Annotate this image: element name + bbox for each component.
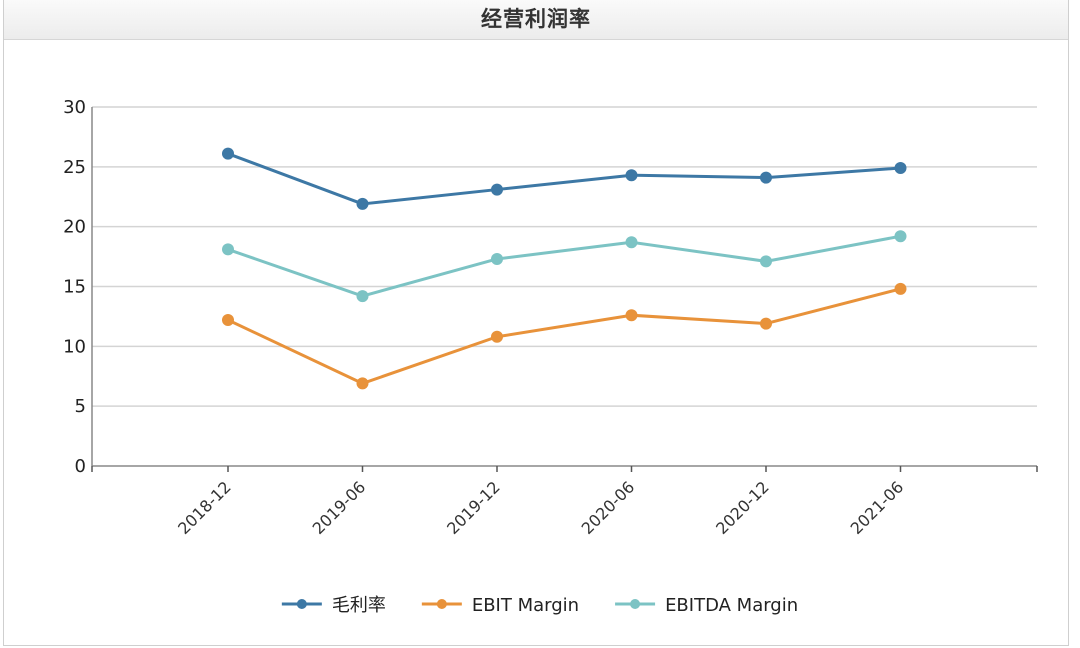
y-tick-label: 15 [63,277,86,298]
x-tick-label: 2019-12 [443,477,504,538]
y-tick-label: 10 [63,336,86,357]
x-tick-label: 2020-12 [712,477,773,538]
x-tick-label: 2020-06 [578,477,639,538]
data-point [894,162,907,175]
legend-swatch-marker[interactable] [296,599,307,609]
legend-label[interactable]: EBIT Margin [472,595,579,616]
data-point [894,282,907,295]
series-line [227,152,901,206]
data-point [356,197,369,210]
panel-header: 经营利润率 [4,0,1068,40]
data-point [491,330,503,343]
x-tick-label: 2018-12 [174,477,235,538]
data-point [222,147,234,160]
series-line [227,287,901,385]
data-point [894,230,907,243]
legend-label[interactable]: 毛利率 [332,595,386,616]
data-point [760,255,772,268]
y-tick-label: 20 [63,217,86,238]
legend-swatch-marker[interactable] [436,599,447,609]
data-point [491,252,503,265]
data-point [222,314,234,327]
y-tick-label: 30 [63,97,86,118]
data-point [356,290,369,303]
data-point [625,169,638,182]
y-tick-label: 0 [75,456,86,477]
panel-title: 经营利润率 [481,7,591,31]
data-point [625,309,638,322]
data-point [356,377,369,390]
legend-label[interactable]: EBITDA Margin [665,595,798,616]
data-point [625,236,638,249]
y-tick-label: 5 [75,396,86,417]
data-point [491,183,503,196]
x-tick-label: 2021-06 [847,477,908,538]
data-point [222,243,234,256]
legend-swatch-marker[interactable] [630,599,641,609]
data-point [760,317,772,330]
series-line [227,234,901,298]
data-point [760,171,772,184]
x-tick-label: 2019-06 [309,477,370,538]
y-tick-label: 25 [63,157,86,178]
